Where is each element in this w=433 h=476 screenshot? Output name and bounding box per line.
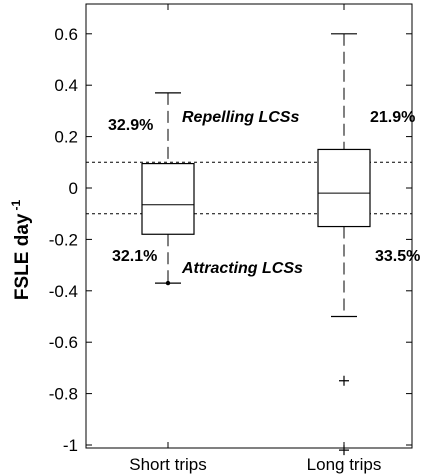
y-tick-label: -0.2: [49, 230, 78, 249]
iqr-box: [141, 162, 195, 235]
repelling-lcs-label: Repelling LCSs: [182, 109, 299, 126]
y-tick-label: -1: [63, 436, 78, 455]
lower-cap-dot: [165, 280, 171, 286]
outlier-marker: [339, 445, 349, 456]
y-tick-label: 0: [69, 179, 78, 198]
y-tick-label: -0.8: [49, 385, 78, 404]
iqr-box: [317, 148, 371, 228]
y-tick-label: 0.4: [54, 76, 78, 95]
long-upper-pct: 21.9%: [370, 109, 415, 126]
x-category-label: Long trips: [307, 455, 382, 474]
plot-layer: 0.6 0.4 0.2 0 -0.2 -0.4 -0.6 -0.8 -1 Short trips L…: [49, 3, 413, 474]
y-tick-label: -0.6: [49, 333, 78, 352]
outlier-marker: [339, 375, 349, 386]
y-tick-label: 0.2: [54, 128, 78, 147]
y-axis-label: FSLE day-1: [9, 200, 33, 301]
attracting-lcs-label: Attracting LCSs: [181, 260, 303, 277]
short-lower-pct: 32.1%: [112, 248, 157, 265]
y-tick-label: 0.6: [54, 25, 78, 44]
short-upper-pct: 32.9%: [108, 117, 153, 134]
long-lower-pct: 33.5%: [375, 248, 420, 265]
plot-frame: [85, 3, 413, 449]
x-category-label: Short trips: [129, 455, 206, 474]
y-tick-label: -0.4: [49, 282, 78, 301]
